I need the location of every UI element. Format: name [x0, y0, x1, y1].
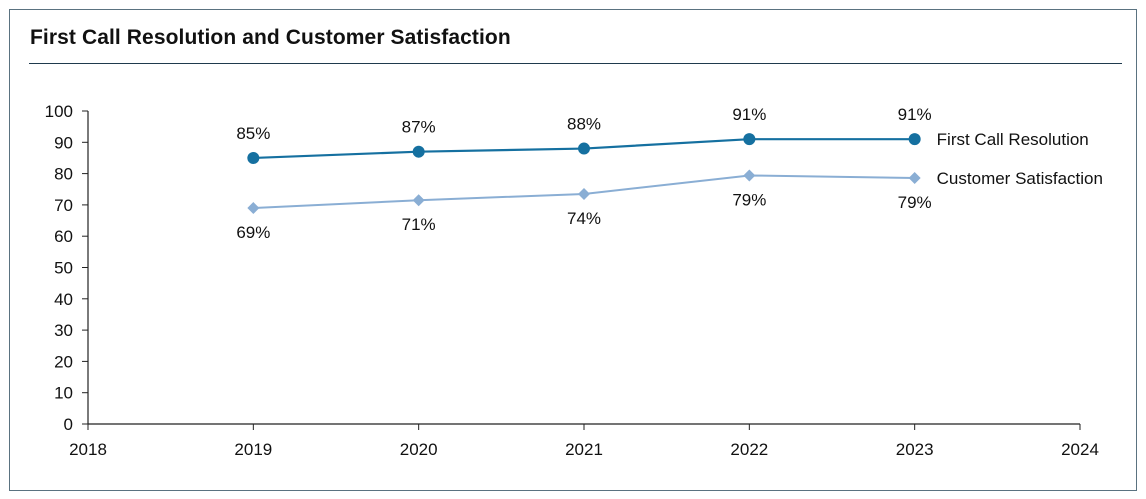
y-tick-label: 60: [54, 227, 73, 246]
y-tick-label: 20: [54, 352, 73, 371]
data-point-csat: [578, 187, 590, 200]
data-point-fcr: [412, 145, 425, 158]
data-label-csat: 71%: [402, 215, 436, 234]
y-tick-label: 10: [54, 384, 73, 403]
y-tick-label: 0: [64, 415, 73, 434]
data-label-csat: 74%: [567, 209, 601, 228]
y-tick-label: 40: [54, 290, 73, 309]
data-point-csat: [908, 171, 921, 184]
data-label-fcr: 88%: [567, 115, 601, 134]
series-label-csat: Customer Satisfaction: [937, 169, 1103, 188]
data-label-fcr: 85%: [236, 124, 270, 143]
chart-frame: [9, 9, 1137, 491]
data-point-csat: [247, 202, 260, 215]
data-label-fcr: 87%: [402, 118, 436, 137]
data-label-csat: 79%: [898, 193, 932, 212]
data-point-csat: [412, 194, 425, 207]
y-tick-label: 30: [54, 321, 73, 340]
x-tick-label: 2019: [234, 440, 272, 459]
y-tick-label: 50: [54, 259, 73, 278]
data-point-fcr: [578, 142, 590, 155]
y-tick-label: 70: [54, 196, 73, 215]
data-point-csat: [743, 169, 756, 182]
data-point-fcr: [743, 133, 756, 146]
data-label-csat: 69%: [236, 223, 270, 242]
x-tick-label: 2020: [400, 440, 438, 459]
x-tick-label: 2023: [896, 440, 934, 459]
data-label-fcr: 91%: [732, 105, 766, 124]
series-label-fcr: First Call Resolution: [937, 130, 1089, 149]
data-point-fcr: [908, 133, 921, 146]
title-divider: [29, 63, 1122, 64]
y-tick-label: 100: [45, 102, 73, 121]
x-tick-label: 2021: [565, 440, 603, 459]
data-point-fcr: [247, 151, 260, 164]
data-label-fcr: 91%: [898, 105, 932, 124]
y-tick-label: 80: [54, 165, 73, 184]
x-tick-label: 2022: [730, 440, 768, 459]
chart-title: First Call Resolution and Customer Satis…: [30, 26, 511, 49]
x-tick-label: 2024: [1061, 440, 1099, 459]
x-tick-label: 2018: [69, 440, 107, 459]
data-label-csat: 79%: [732, 190, 766, 209]
y-tick-label: 90: [54, 133, 73, 152]
